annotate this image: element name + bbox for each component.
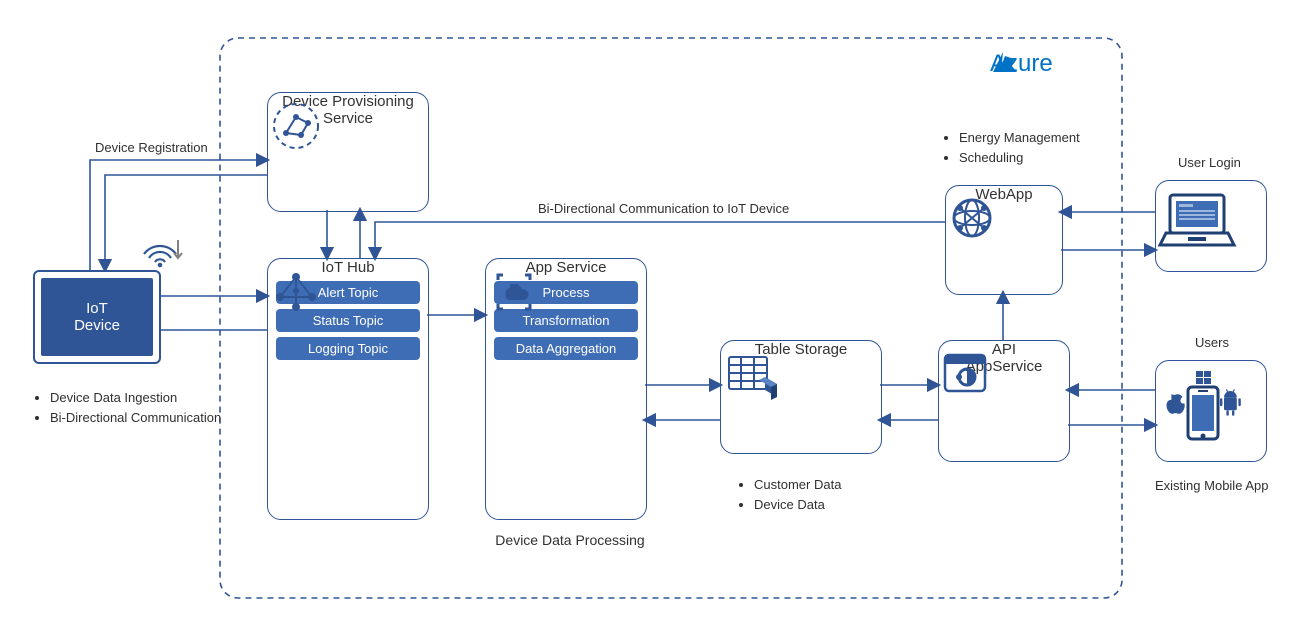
users-label: Users	[1195, 335, 1229, 350]
iothub-node: IoT Hub Alert TopicStatus TopicLogging T…	[267, 258, 429, 520]
mobile-node	[1155, 360, 1267, 462]
wifi-icon	[138, 228, 186, 268]
tablestorage-node: Table Storage	[720, 340, 882, 454]
api-appservice-node: API AppService	[938, 340, 1070, 462]
appservice-node: App Service ProcessTransformationData Ag…	[485, 258, 647, 520]
existing-mobile-app-label: Existing Mobile App	[1155, 478, 1268, 493]
edge-web-hub	[375, 222, 945, 258]
webapp-icon	[946, 194, 998, 242]
edge-dps-iot-down	[105, 175, 267, 270]
laptop-icon	[1156, 189, 1238, 255]
device-registration-label: Device Registration	[95, 140, 208, 155]
iot-device-label: IoT Device	[74, 300, 120, 334]
dps-node: Device Provisioning Service	[267, 92, 429, 212]
iot-bullets: Device Data IngestionBi-Directional Comm…	[36, 388, 221, 427]
webapp-node: WebApp	[945, 185, 1063, 295]
azure-icon	[990, 50, 1020, 76]
azure-logo: Azure	[990, 50, 1053, 78]
web-bullets: Energy ManagementScheduling	[945, 128, 1080, 167]
pill-logging-topic: Logging Topic	[276, 337, 420, 360]
mobile-icon	[1156, 369, 1248, 447]
user-login-label: User Login	[1178, 155, 1241, 170]
table-bullets: Customer DataDevice Data	[740, 475, 841, 514]
pill-data-aggregation: Data Aggregation	[494, 337, 638, 360]
laptop-node	[1155, 180, 1267, 272]
iot-device-node: IoT Device	[33, 270, 161, 364]
dps-icon	[268, 101, 324, 151]
api-icon	[939, 349, 991, 397]
appservice-icon	[486, 267, 542, 317]
device-data-processing-caption: Device Data Processing	[490, 532, 650, 548]
tablestorage-icon	[721, 349, 785, 403]
iothub-icon	[268, 267, 324, 317]
bidirectional-comm-label: Bi-Directional Communication to IoT Devi…	[538, 201, 789, 216]
